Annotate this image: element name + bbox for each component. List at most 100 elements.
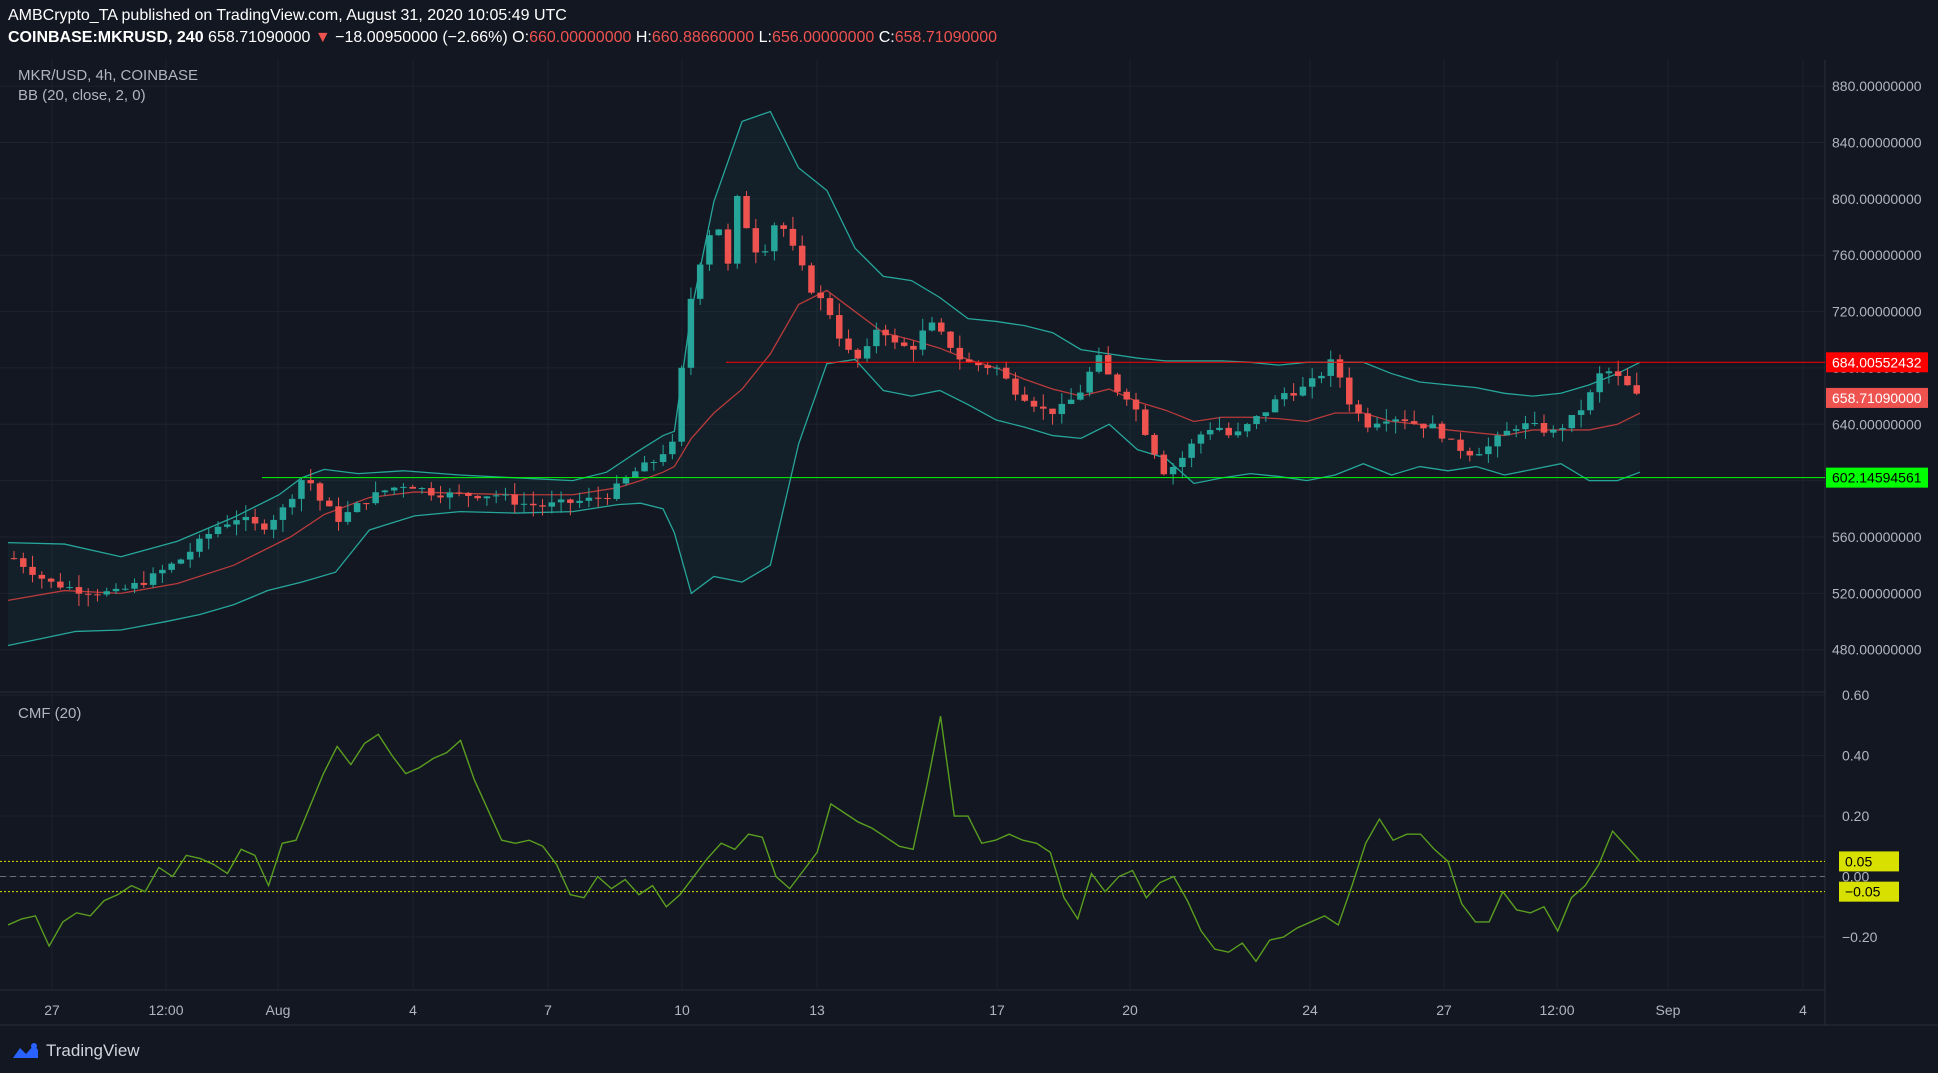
candle-down	[789, 228, 797, 246]
candle-up	[288, 498, 296, 508]
last-price-value: 658.71090000	[208, 29, 311, 46]
candle-up	[131, 582, 138, 589]
candle-down	[409, 486, 416, 489]
tradingview-logo[interactable]: TradingView	[10, 1041, 140, 1061]
candle-down	[1123, 391, 1130, 400]
candle-up	[622, 477, 630, 484]
candle-up	[1559, 428, 1566, 430]
candle-down	[817, 292, 824, 299]
bollinger-bands	[7, 110, 1641, 647]
candle-down	[335, 506, 342, 522]
candle-up	[1077, 392, 1084, 400]
candle-down	[891, 335, 899, 343]
candle-up	[279, 507, 287, 520]
candle-up	[1485, 446, 1492, 455]
candle-up	[1169, 466, 1177, 475]
candle-down	[1420, 423, 1427, 429]
candle-up	[761, 251, 769, 253]
candle-up	[1568, 414, 1576, 429]
symbol-legend[interactable]: MKR/USD, 4h, COINBASE	[18, 67, 199, 84]
candle-down	[1160, 454, 1168, 475]
candle-down	[428, 488, 435, 496]
candle-down	[1448, 438, 1455, 440]
candle-up	[873, 329, 880, 347]
price-axis: 880.00000000 840.00000000 800.00000000 760.…	[1826, 78, 1928, 945]
candle-up	[353, 503, 361, 513]
candle-down	[84, 593, 92, 595]
candle-up	[1383, 421, 1390, 424]
candle-up	[585, 497, 593, 501]
candle-up	[196, 538, 203, 552]
bb-fill	[8, 111, 1640, 646]
candle-up	[715, 229, 722, 236]
cmf-level-tag: −0.05	[1845, 884, 1881, 900]
cmf-tick-label: 0.60	[1842, 687, 1869, 703]
candle-down	[1040, 406, 1047, 409]
candle-down	[251, 516, 259, 524]
candle-up	[1067, 399, 1075, 404]
candle-down	[455, 492, 463, 494]
candle-up	[919, 330, 926, 350]
candle-up	[1531, 422, 1538, 424]
tradingview-cloud-icon	[13, 1043, 38, 1058]
high-value: 660.88660000	[651, 29, 755, 46]
candle-up	[1271, 399, 1279, 413]
resistance-price-tag-bg	[1826, 352, 1928, 373]
candle-up	[400, 486, 407, 488]
support-price-tag: 602.14594561	[1832, 470, 1922, 486]
price-tick-label: 760.00000000	[1832, 247, 1922, 263]
candle-down	[474, 495, 481, 499]
horizontal-lines	[262, 361, 1825, 479]
bb-legend[interactable]: BB (20, close, 2, 0)	[18, 87, 146, 104]
candle-up	[1086, 371, 1093, 393]
support-price-tag-bg	[1826, 467, 1928, 488]
price-tick-label: 480.00000000	[1832, 642, 1922, 658]
symbol-label[interactable]: COINBASE:MKRUSD, 240	[8, 29, 204, 46]
candle-up	[734, 195, 741, 264]
candle-up	[1262, 412, 1270, 417]
candle-up	[214, 526, 222, 535]
candle-down	[1346, 377, 1353, 405]
cmf-legend[interactable]: CMF (20)	[18, 705, 82, 722]
candle-up	[1216, 427, 1223, 430]
candle-up	[678, 367, 685, 442]
candle-up	[1327, 359, 1334, 376]
candle-up	[641, 462, 648, 472]
change-down-icon: ▼	[314, 29, 331, 46]
candle-up	[1503, 430, 1511, 436]
candle-down	[57, 581, 64, 588]
candle-up	[1058, 403, 1066, 415]
candle-down	[1114, 374, 1121, 392]
candle-down	[1410, 421, 1418, 424]
candle-up	[1522, 423, 1529, 430]
candle-up	[1429, 423, 1436, 429]
candle-down	[910, 345, 917, 350]
candle-up	[344, 512, 352, 522]
candle-down	[1132, 399, 1140, 410]
candle-up	[483, 496, 491, 499]
low-value: 656.00000000	[771, 29, 875, 46]
candle-up	[1318, 375, 1325, 379]
price-tick-label: 720.00000000	[1832, 304, 1922, 320]
candle-down	[1142, 409, 1149, 435]
candle-down	[882, 329, 889, 336]
time-tick-label: Sep	[1656, 1002, 1681, 1018]
candle-down	[307, 480, 314, 484]
candle-down	[938, 322, 945, 332]
candle-up	[650, 462, 658, 464]
candle-up	[66, 587, 73, 589]
candle-up	[1281, 393, 1288, 400]
candle-down	[1012, 378, 1019, 395]
time-tick-label: 13	[809, 1002, 825, 1018]
time-tick-label: 27	[1436, 1002, 1452, 1018]
candle-up	[446, 492, 454, 498]
candle-up	[1308, 378, 1316, 387]
candle-down	[1540, 422, 1548, 433]
time-tick-label: 20	[1122, 1002, 1138, 1018]
candle-up	[576, 500, 583, 503]
candle-down	[437, 495, 444, 498]
candle-up	[1577, 410, 1585, 415]
candle-up	[186, 551, 194, 560]
time-tick-label: 12:00	[1539, 1002, 1574, 1018]
